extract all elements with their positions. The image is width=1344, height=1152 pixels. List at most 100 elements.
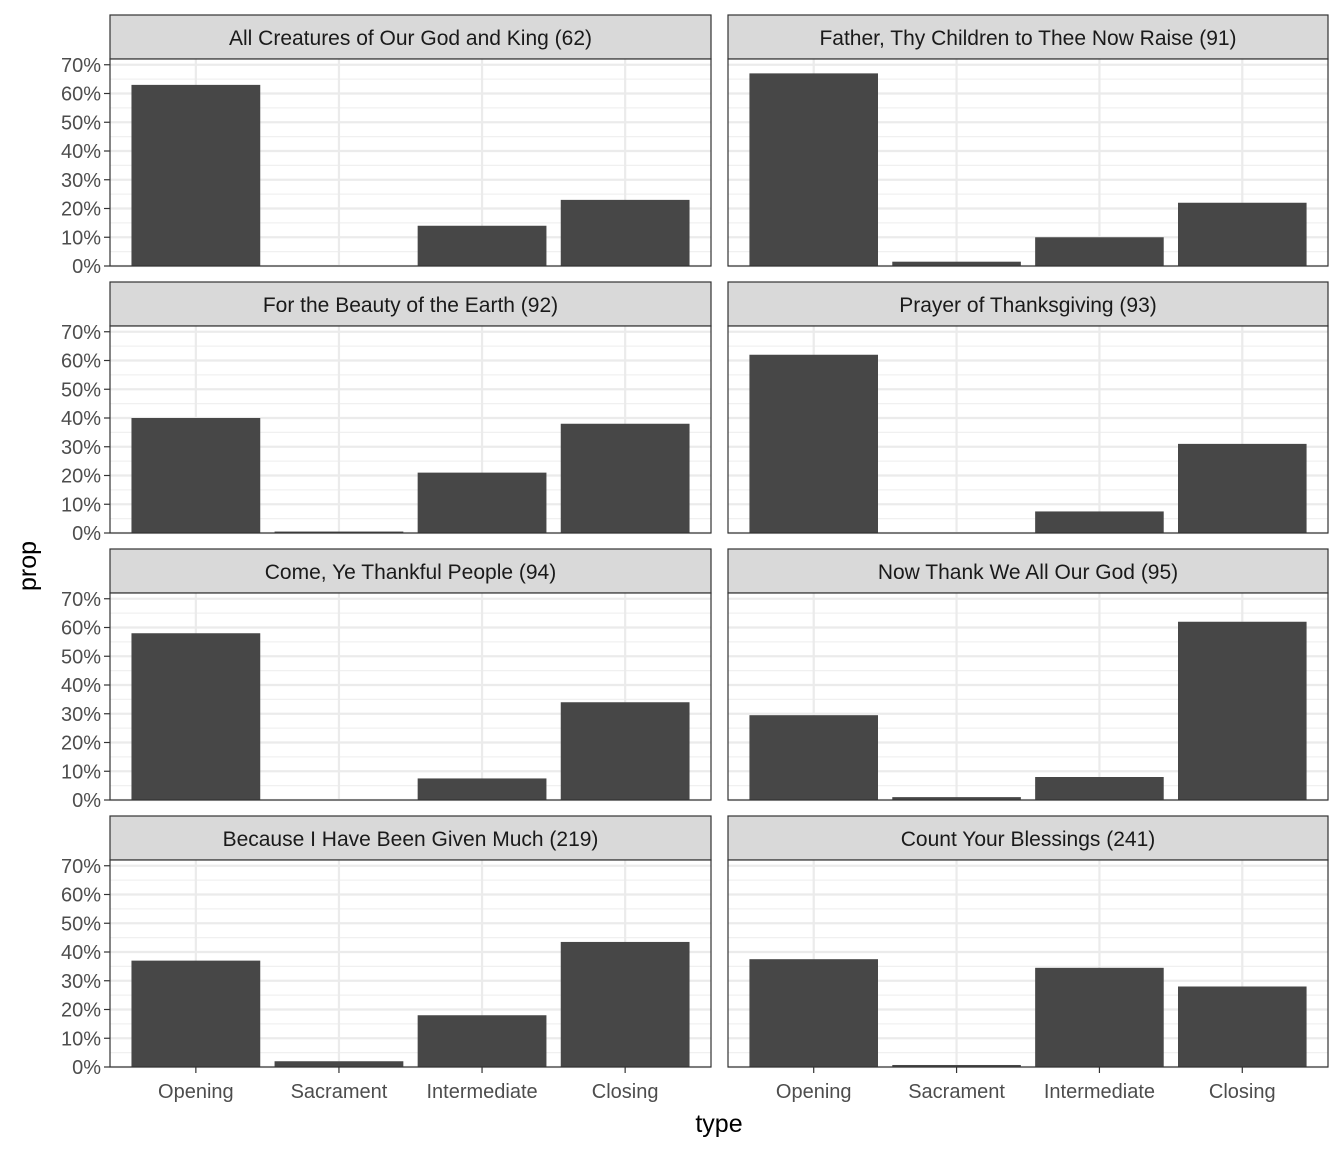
facet-strip [109, 815, 712, 861]
panel-border [109, 325, 712, 534]
facet-title: For the Beauty of the Earth (92) [263, 294, 558, 317]
facet-strip [109, 281, 712, 327]
bar [749, 73, 878, 266]
y-tick-label: 10% [61, 227, 101, 249]
facet-panel: Because I Have Been Given Much (219) 0% 10… [61, 815, 712, 1079]
facet-panel: Count Your Blessings (241) [727, 815, 1329, 1069]
bar [560, 199, 690, 266]
facet-title: Father, Thy Children to Thee Now Raise (… [819, 27, 1236, 50]
panel-border [727, 325, 1329, 534]
facet-panels: All Creatures of Our God and King (62) 0%… [61, 14, 1329, 1079]
x-tick-label: Closing [592, 1081, 659, 1103]
facet-panel: Father, Thy Children to Thee Now Raise (… [727, 14, 1329, 268]
y-tick-label: 60% [61, 84, 101, 106]
x-axis-ticks: Opening Sacrament Intermediate Closing Openi… [158, 1067, 1276, 1103]
y-tick-label: 30% [61, 971, 101, 993]
bar [560, 423, 690, 533]
y-tick-label: 50% [61, 913, 101, 935]
y-tick-label: 30% [61, 437, 101, 459]
bar [131, 960, 261, 1067]
y-tick-label: 0% [72, 523, 101, 545]
panel-border [727, 592, 1329, 801]
bar [417, 778, 547, 800]
facet-title: Count Your Blessings (241) [901, 828, 1156, 851]
panel-border [109, 58, 712, 267]
y-tick-label: 40% [61, 408, 101, 430]
y-tick-label: 10% [61, 1028, 101, 1050]
bar [749, 959, 878, 1067]
facet-strip [727, 548, 1329, 594]
y-tick-label: 50% [61, 379, 101, 401]
bar [560, 702, 690, 800]
facet-panel: For the Beauty of the Earth (92) 0% 10% 20%… [61, 281, 712, 545]
y-tick-label: 40% [61, 141, 101, 163]
x-tick-label: Opening [776, 1081, 852, 1103]
bar [749, 715, 878, 800]
bar [1035, 967, 1164, 1067]
x-tick-label: Closing [1209, 1081, 1276, 1103]
bar [560, 941, 690, 1067]
x-tick-label: Opening [158, 1081, 234, 1103]
y-tick-label: 70% [61, 856, 101, 878]
y-tick-label: 30% [61, 170, 101, 192]
facet-title: Because I Have Been Given Much (219) [223, 828, 599, 851]
y-tick-label: 10% [61, 494, 101, 516]
panel-border [109, 859, 712, 1068]
facet-panel: Now Thank We All Our God (95) [727, 548, 1329, 802]
y-tick-label: 30% [61, 704, 101, 726]
bar [131, 84, 261, 266]
y-tick-label: 0% [72, 256, 101, 278]
facet-panel: All Creatures of Our God and King (62) 0%… [61, 14, 712, 278]
bar [1178, 202, 1307, 266]
x-tick-label: Intermediate [1044, 1081, 1155, 1103]
x-axis-title: type [695, 1110, 742, 1138]
y-tick-label: 70% [61, 55, 101, 77]
y-tick-label: 70% [61, 322, 101, 344]
y-tick-label: 20% [61, 466, 101, 488]
panel-border [109, 592, 712, 801]
y-tick-label: 20% [61, 199, 101, 221]
y-tick-label: 50% [61, 112, 101, 134]
facet-strip [109, 548, 712, 594]
bar [1178, 621, 1307, 800]
bar [417, 472, 547, 533]
y-tick-label: 60% [61, 351, 101, 373]
facet-strip [727, 815, 1329, 861]
bar [131, 418, 261, 533]
y-tick-label: 60% [61, 885, 101, 907]
facet-title: Come, Ye Thankful People (94) [265, 561, 556, 584]
bar [417, 1015, 547, 1067]
y-tick-label: 0% [72, 1057, 101, 1079]
bar [749, 354, 878, 533]
y-tick-label: 70% [61, 589, 101, 611]
x-tick-label: Sacrament [908, 1081, 1005, 1103]
y-tick-label: 0% [72, 790, 101, 812]
facet-panel: Prayer of Thanksgiving (93) [727, 281, 1329, 535]
bar [1035, 511, 1164, 533]
panel-border [727, 58, 1329, 267]
y-axis-title: prop [14, 541, 42, 591]
facet-title: Prayer of Thanksgiving (93) [899, 294, 1157, 317]
facet-strip [727, 14, 1329, 60]
bar [892, 1064, 1021, 1067]
bar [1035, 777, 1164, 800]
bar [892, 797, 1021, 800]
facet-strip [109, 14, 712, 60]
bar [1178, 443, 1307, 533]
y-tick-label: 20% [61, 733, 101, 755]
facet-title: All Creatures of Our God and King (62) [229, 27, 592, 50]
x-tick-label: Sacrament [291, 1081, 388, 1103]
facet-title: Now Thank We All Our God (95) [878, 561, 1178, 584]
y-tick-label: 10% [61, 761, 101, 783]
panel-border [727, 859, 1329, 1068]
facet-strip [727, 281, 1329, 327]
facet-panel: Come, Ye Thankful People (94) 0% 10% 20% 30%… [61, 548, 712, 812]
y-tick-label: 20% [61, 1000, 101, 1022]
bar [892, 261, 1021, 266]
y-tick-label: 50% [61, 646, 101, 668]
bar [131, 633, 261, 800]
y-tick-label: 40% [61, 942, 101, 964]
y-tick-label: 40% [61, 675, 101, 697]
y-tick-label: 60% [61, 618, 101, 640]
